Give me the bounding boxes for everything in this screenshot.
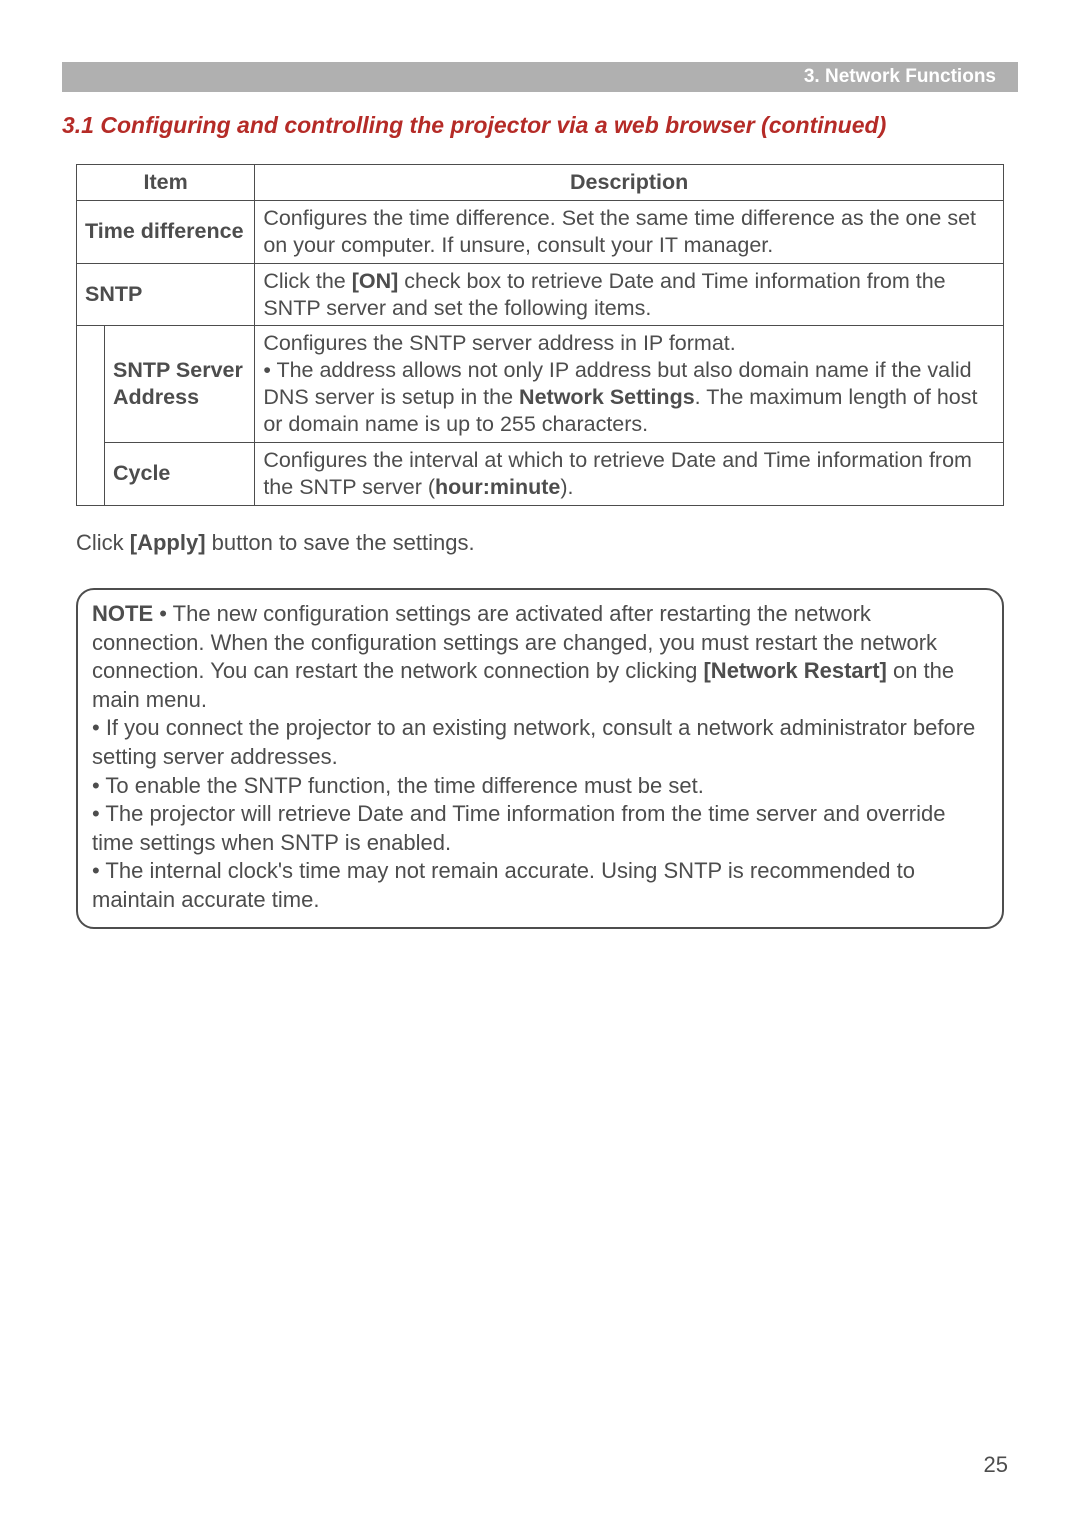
cycle-desc-pre: Configures the interval at which to retr… — [263, 448, 972, 499]
page-number: 25 — [984, 1452, 1008, 1478]
sntp-addr-l1: Configures the SNTP server address in IP… — [263, 331, 735, 355]
row-time-diff-item: Time difference — [77, 200, 255, 263]
th-item: Item — [77, 165, 255, 201]
settings-table: Item Description Time difference Configu… — [76, 164, 1004, 506]
row-cycle-desc: Configures the interval at which to retr… — [255, 442, 1004, 505]
sntp-addr-l2-bold: Network Settings — [519, 385, 695, 409]
header-bar: 3. Network Functions — [62, 62, 1018, 92]
cycle-desc-bold: hour:minute — [435, 475, 560, 499]
apply-text: Click [Apply] button to save the setting… — [76, 530, 475, 556]
apply-bold: [Apply] — [130, 530, 206, 555]
row-cycle-item: Cycle — [105, 442, 255, 505]
row-sntp-addr-item: SNTP Server Address — [105, 326, 255, 443]
sntp-desc-on: [ON] — [352, 269, 399, 293]
section-title: 3.1 Configuring and controlling the proj… — [62, 112, 1018, 139]
apply-pre: Click — [76, 530, 130, 555]
row-sntp-item: SNTP — [77, 263, 255, 326]
apply-post: button to save the settings. — [206, 530, 475, 555]
note-p5: • The internal clock's time may not rema… — [92, 858, 915, 912]
sntp-desc-pre: Click the — [263, 269, 351, 293]
note-p4: • The projector will retrieve Date and T… — [92, 801, 945, 855]
sntp-sub-indent — [77, 326, 105, 505]
header-chapter: 3. Network Functions — [804, 66, 996, 88]
note-box: NOTE • The new configuration settings ar… — [76, 588, 1004, 929]
cycle-desc-post: ). — [560, 475, 573, 499]
note-label: NOTE — [92, 601, 153, 626]
row-sntp-desc: Click the [ON] check box to retrieve Dat… — [255, 263, 1004, 326]
row-time-diff-desc: Configures the time difference. Set the … — [255, 200, 1004, 263]
row-sntp-addr-desc: Configures the SNTP server address in IP… — [255, 326, 1004, 443]
th-description: Description — [255, 165, 1004, 201]
note-p3: • To enable the SNTP function, the time … — [92, 773, 704, 798]
note-p1-bold: [Network Restart] — [703, 658, 886, 683]
note-p2: • If you connect the projector to an exi… — [92, 715, 975, 769]
